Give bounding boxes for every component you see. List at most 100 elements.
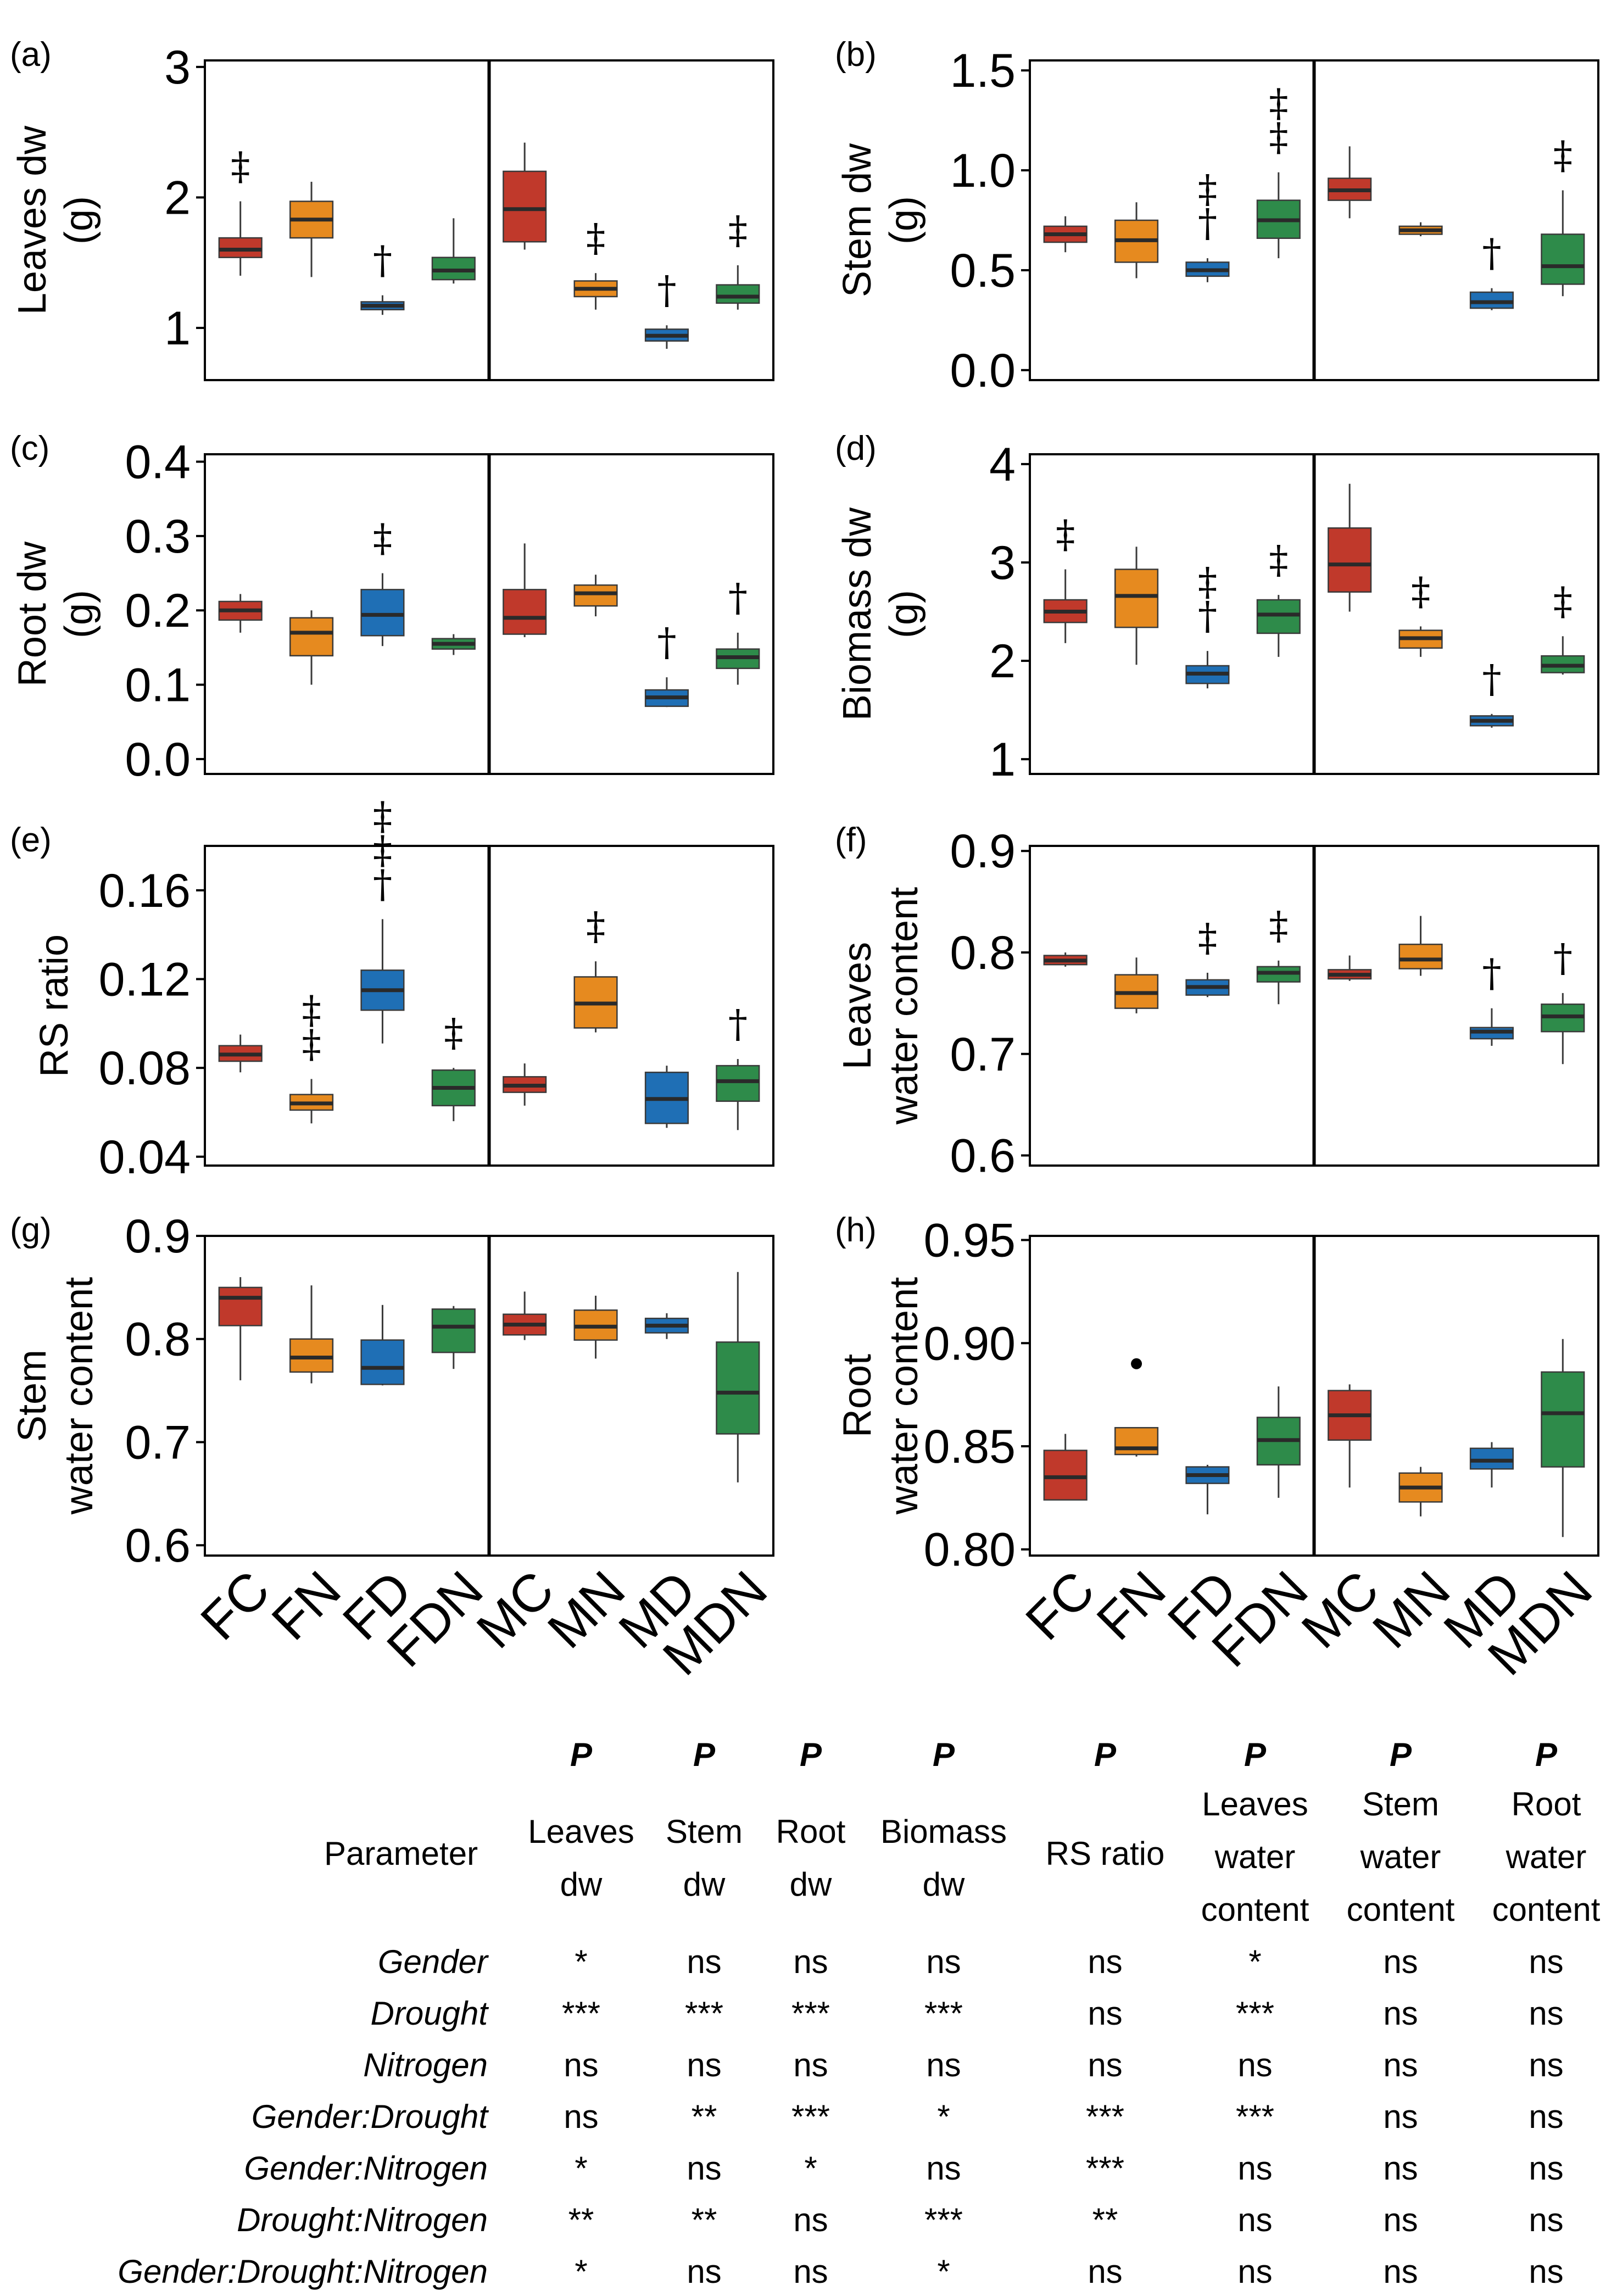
- column-header: Root: [1512, 1786, 1581, 1823]
- table-cell: *: [575, 2253, 587, 2290]
- panel-label: (b): [835, 36, 877, 74]
- column-header: dw: [683, 1866, 726, 1903]
- table-cell: ns: [1088, 1943, 1122, 1980]
- row-factor: Drought:Nitrogen: [237, 2202, 488, 2238]
- p-header: P: [570, 1736, 593, 1773]
- table-cell: ***: [924, 1995, 963, 2032]
- table-cell: ***: [924, 2202, 963, 2238]
- y-axis-title: (g): [57, 590, 101, 638]
- box-fd: [1185, 972, 1230, 997]
- box-fd: [360, 573, 405, 647]
- table-cell: ns: [1383, 2150, 1418, 2187]
- box-fn: [1114, 1426, 1159, 1457]
- panel-label: (h): [835, 1211, 877, 1249]
- column-header: RS ratio: [1046, 1835, 1165, 1872]
- y-tick-label: 0.2: [125, 584, 191, 637]
- y-axis-title: Biomass dw: [835, 507, 879, 721]
- table-cell: ***: [1236, 2098, 1274, 2135]
- box-iqr: [503, 589, 547, 635]
- y-tick-label: 0.9: [950, 825, 1016, 878]
- box-mdn: [716, 1272, 760, 1483]
- table-cell: ns: [564, 2047, 598, 2083]
- column-header: content: [1347, 1891, 1455, 1928]
- y-tick-label: 0.6: [950, 1130, 1016, 1183]
- column-header: Stem: [1362, 1786, 1439, 1823]
- box-plot-panels: ‡† ‡†‡123(a)Leaves dw (g)‡†‡‡†‡0.00.51.01.…: [10, 36, 1599, 1576]
- table-cell: ns: [1088, 2253, 1122, 2290]
- table-cell: ns: [926, 1943, 961, 1980]
- y-tick-label: 0.95: [924, 1214, 1016, 1267]
- box-fc: [1043, 952, 1088, 967]
- significance-marker: ‡: [302, 1021, 321, 1066]
- y-tick-label: 1.5: [950, 44, 1016, 97]
- y-tick-label: 1.0: [950, 144, 1016, 197]
- box-fc: [218, 594, 263, 633]
- box-fd: [1185, 651, 1230, 689]
- box-fn: [1114, 202, 1159, 278]
- box-iqr: [1256, 599, 1301, 634]
- y-axis-title: (g): [882, 196, 926, 244]
- box-fn: [1114, 547, 1159, 665]
- box-md: [1469, 1442, 1514, 1488]
- box-mn: [573, 575, 618, 617]
- significance-marker: ‡: [1198, 915, 1217, 960]
- y-tick-label: 0.8: [125, 1313, 191, 1366]
- box-fn: [1114, 957, 1159, 1013]
- box-iqr: [1114, 1426, 1159, 1456]
- box-md: [644, 677, 689, 707]
- outlier-point: [1131, 1358, 1142, 1369]
- significance-marker: ‡: [373, 516, 392, 561]
- box-mdn: [1541, 190, 1585, 297]
- y-tick-label: 0.6: [125, 1519, 191, 1572]
- box-fdn: [1256, 595, 1301, 657]
- significance-marker: ‡: [1269, 81, 1288, 126]
- box-iqr: [218, 237, 263, 258]
- significance-marker: †: [1553, 935, 1573, 980]
- y-tick-label: 0.4: [125, 436, 191, 489]
- box-md: [644, 325, 689, 349]
- significance-marker: ‡: [373, 827, 392, 872]
- y-tick-label: 0.08: [99, 1042, 191, 1095]
- y-tick-label: 0.0: [125, 733, 191, 786]
- table-cell: ns: [564, 2098, 598, 2135]
- box-fd: [360, 919, 405, 1044]
- y-tick-label: 1: [989, 733, 1016, 786]
- table-cell: **: [692, 2202, 717, 2238]
- row-factor: Gender:Drought:Nitrogen: [118, 2253, 488, 2290]
- box-iqr: [1469, 1447, 1514, 1470]
- box-fn: [289, 1285, 334, 1384]
- table-cell: ns: [793, 1943, 828, 1980]
- significance-marker: †: [1482, 656, 1501, 701]
- table-cell: **: [568, 2202, 594, 2238]
- panel-label: (f): [835, 821, 867, 859]
- box-mdn: [716, 265, 760, 310]
- column-header: content: [1201, 1891, 1309, 1928]
- box-fd: [360, 1305, 405, 1386]
- y-tick-label: 0.7: [125, 1416, 191, 1469]
- box-fd: [360, 295, 405, 315]
- table-cell: ns: [1383, 2253, 1418, 2290]
- p-header: P: [693, 1736, 716, 1773]
- table-cell: ns: [1529, 2202, 1563, 2238]
- significance-marker: ‡: [728, 208, 748, 253]
- box-mc: [503, 1291, 547, 1340]
- y-axis-title: water content: [57, 1277, 101, 1515]
- panel-e: ‡‡‡‡†‡‡†0.040.080.120.16(e)RS ratio: [10, 793, 774, 1184]
- box-fc: [1043, 569, 1088, 643]
- y-tick-label: 0.3: [125, 510, 191, 563]
- box-mc: [503, 1063, 547, 1106]
- box-iqr: [289, 1338, 334, 1373]
- significance-marker: ‡: [1411, 569, 1430, 614]
- y-axis-title: Root dw: [10, 541, 54, 687]
- table-cell: ns: [1383, 2047, 1418, 2083]
- table-row: Gender:Drought:Nitrogen * ns ns * ns ns ns ns: [118, 2253, 1563, 2290]
- y-tick-label: 0.7: [950, 1028, 1016, 1081]
- y-axis-title: Leaves dw: [10, 125, 54, 315]
- table-cell: ns: [687, 2047, 721, 2083]
- box-iqr: [1114, 569, 1159, 628]
- box-fdn: [431, 634, 476, 655]
- panel-label: (c): [10, 430, 49, 467]
- table-cell: ns: [1237, 2150, 1272, 2187]
- table-cell: ns: [793, 2202, 828, 2238]
